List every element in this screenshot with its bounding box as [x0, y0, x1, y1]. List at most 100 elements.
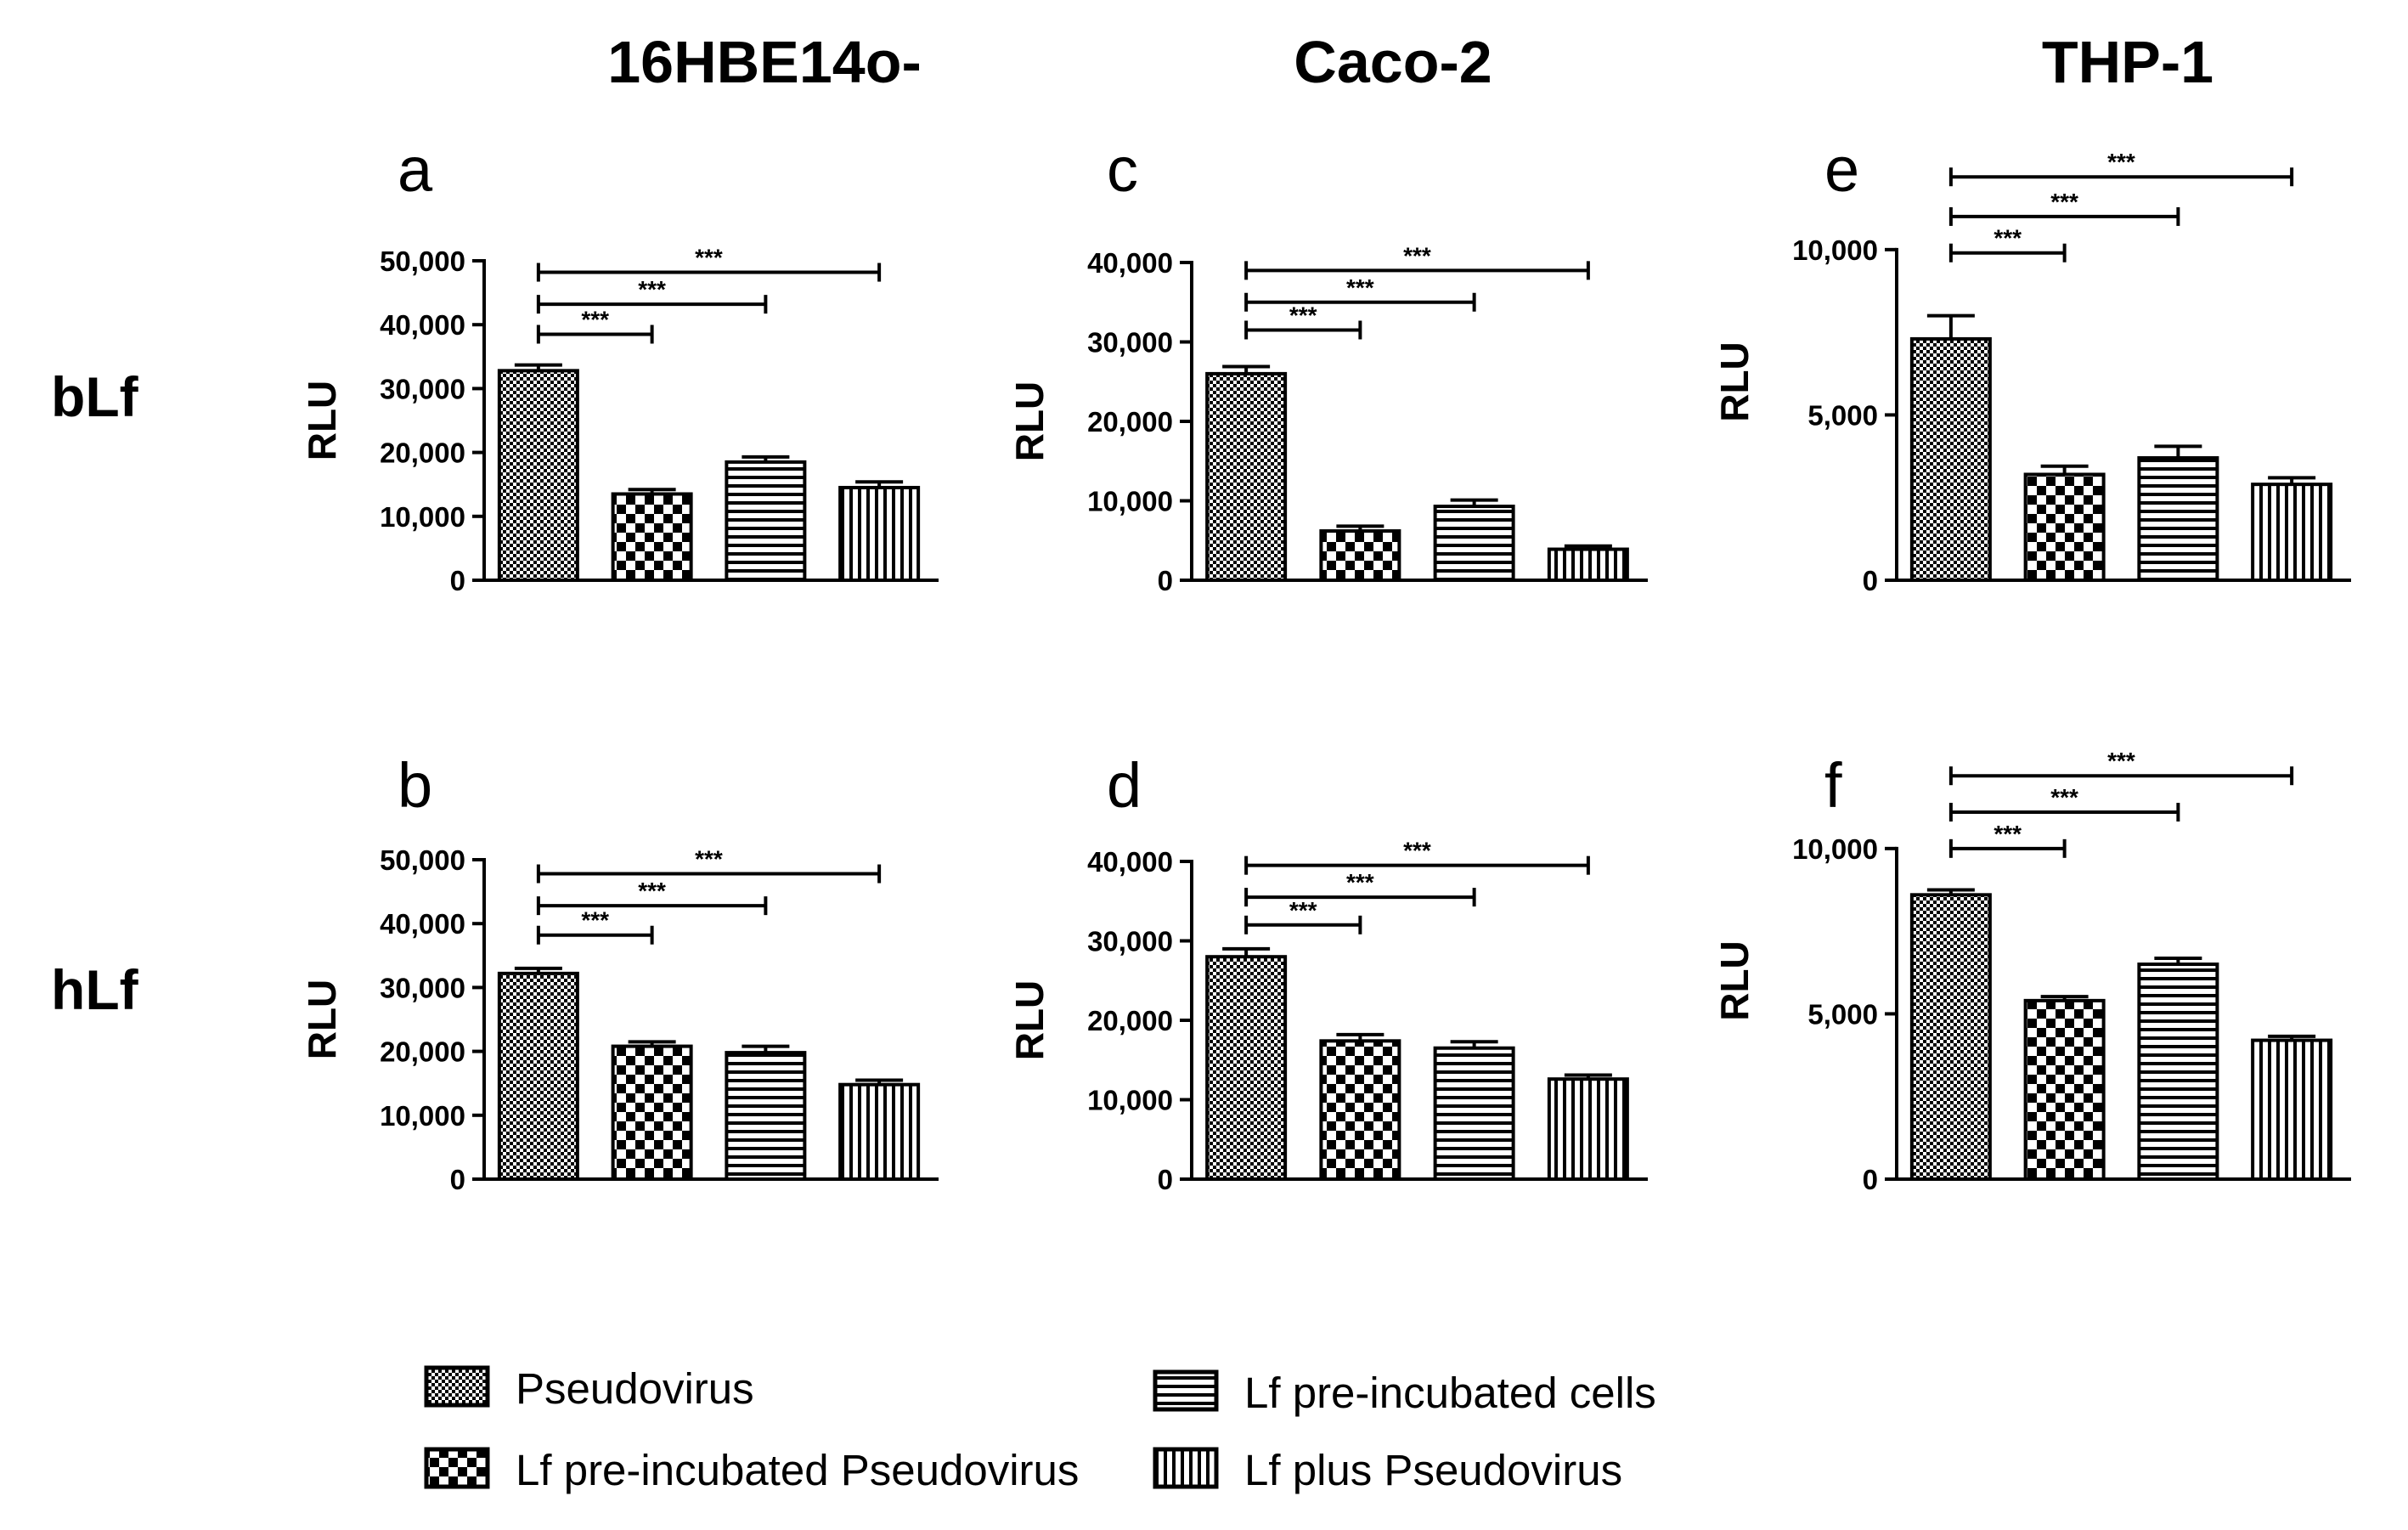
- bar-lf-pre-incubated-pseudovirus: [1319, 529, 1401, 583]
- y-tick-label: 40,000: [380, 908, 465, 940]
- legend: Pseudovirus Lf pre-incubated Pseudovirus…: [424, 1364, 1656, 1494]
- panel-letter-e: e: [1824, 134, 1859, 205]
- bar-lf-pre-incubated-cells: [725, 460, 807, 582]
- y-axis-label: RLU: [300, 980, 344, 1060]
- y-axis-label: RLU: [1712, 342, 1757, 422]
- panel-letter-f: f: [1824, 750, 1842, 821]
- bar-pseudovirus: [497, 369, 579, 582]
- significance-label: ***: [695, 245, 723, 271]
- significance-label: ***: [581, 306, 609, 332]
- chart-panel-a: a 0 10,000 20,000 30,000 40,000 50,000 RLU *** **…: [300, 134, 939, 596]
- y-tick-label: 30,000: [380, 373, 465, 404]
- y-tick-label: 10,000: [1087, 1085, 1173, 1116]
- bar-lf-pre-incubated-pseudovirus: [611, 1044, 693, 1181]
- row-header-blf: bLf: [51, 365, 139, 428]
- legend-swatch-lf-pre-incubated-cells: [1153, 1369, 1219, 1412]
- y-tick-label: 40,000: [1087, 846, 1173, 878]
- y-tick-label: 20,000: [1087, 1005, 1173, 1036]
- y-tick-label: 20,000: [380, 438, 465, 469]
- column-header-caco2: Caco-2: [1294, 29, 1492, 95]
- legend-label-pseudovirus: Pseudovirus: [516, 1364, 754, 1413]
- bar-lf-pre-incubated-pseudovirus: [2023, 998, 2106, 1181]
- y-tick-label: 0: [450, 1164, 465, 1195]
- legend-label-lf-pre-incubated-pseudovirus: Lf pre-incubated Pseudovirus: [516, 1446, 1079, 1494]
- bar-pseudovirus: [1205, 955, 1288, 1181]
- y-tick-label: 10,000: [380, 1100, 465, 1132]
- bar-lf-plus-pseudovirus: [838, 485, 921, 583]
- y-tick-label: 30,000: [380, 972, 465, 1003]
- significance-label: ***: [1403, 242, 1431, 268]
- legend-swatch-lf-plus-pseudovirus: [1153, 1447, 1219, 1489]
- bar-lf-pre-incubated-pseudovirus: [1319, 1039, 1401, 1182]
- y-tick-label: 0: [1863, 565, 1878, 596]
- bar-lf-plus-pseudovirus: [2251, 483, 2333, 582]
- chart-panel-c: c 0 10,000 20,000 30,000 40,000 RLU *** *** ***: [1007, 134, 1648, 596]
- chart-panel-f: f 0 5,000 10,000 RLU *** *** ***: [1712, 748, 2351, 1195]
- legend-label-lf-plus-pseudovirus: Lf plus Pseudovirus: [1244, 1446, 1622, 1494]
- y-axis-label: RLU: [1712, 940, 1757, 1021]
- bar-pseudovirus: [1909, 336, 1992, 582]
- panel-letter-c: c: [1107, 134, 1138, 205]
- column-header-16hbe14o: 16HBE14o-: [607, 29, 922, 95]
- y-axis-label: RLU: [300, 381, 344, 461]
- bar-pseudovirus: [1205, 371, 1288, 582]
- significance-label: ***: [1346, 869, 1374, 895]
- bar-lf-pre-incubated-cells: [2137, 963, 2219, 1181]
- y-tick-label: 40,000: [1087, 247, 1173, 279]
- y-axis-label: RLU: [1007, 381, 1052, 462]
- significance-label: ***: [1289, 897, 1317, 923]
- bar-lf-pre-incubated-cells: [1433, 1046, 1515, 1181]
- chart-panel-d: d 0 10,000 20,000 30,000 40,000 RLU *** *** ***: [1007, 750, 1648, 1195]
- y-tick-label: 0: [1158, 565, 1173, 596]
- bar-lf-plus-pseudovirus: [2251, 1038, 2333, 1182]
- significance-label: ***: [1346, 274, 1374, 301]
- y-tick-label: 20,000: [1087, 406, 1173, 438]
- panel-letter-d: d: [1107, 750, 1142, 821]
- significance-label: ***: [638, 276, 666, 302]
- y-tick-label: 0: [1863, 1164, 1878, 1195]
- bar-lf-pre-incubated-pseudovirus: [2023, 472, 2106, 583]
- significance-label: ***: [581, 907, 609, 934]
- panel-letter-b: b: [398, 750, 432, 821]
- significance-label: ***: [1403, 838, 1431, 864]
- bar-lf-pre-incubated-cells: [725, 1051, 807, 1181]
- significance-label: ***: [2050, 189, 2078, 215]
- y-axis-label: RLU: [1007, 980, 1052, 1061]
- bar-pseudovirus: [497, 971, 579, 1181]
- chart-panel-e: e 0 5,000 10,000 RLU *** *** ***: [1712, 134, 2351, 596]
- legend-swatch-pseudovirus: [424, 1365, 490, 1408]
- y-tick-label: 10,000: [1792, 234, 1878, 266]
- bar-lf-pre-incubated-cells: [1433, 505, 1515, 582]
- y-tick-label: 10,000: [380, 501, 465, 533]
- significance-label: ***: [2107, 748, 2135, 774]
- legend-swatch-lf-pre-incubated-pseudovirus: [424, 1447, 490, 1489]
- significance-label: ***: [2050, 784, 2078, 810]
- y-tick-label: 0: [1158, 1164, 1173, 1195]
- panel-letter-a: a: [398, 134, 433, 205]
- bar-lf-pre-incubated-pseudovirus: [611, 492, 693, 582]
- significance-label: ***: [1994, 821, 2022, 847]
- bar-pseudovirus: [1909, 893, 1992, 1181]
- significance-label: ***: [638, 878, 666, 904]
- significance-label: ***: [1289, 302, 1317, 328]
- y-tick-label: 50,000: [380, 844, 465, 876]
- y-tick-label: 40,000: [380, 309, 465, 341]
- y-tick-label: 10,000: [1792, 833, 1878, 865]
- row-header-hlf: hLf: [51, 958, 139, 1021]
- y-tick-label: 30,000: [1087, 926, 1173, 957]
- y-tick-label: 5,000: [1807, 399, 1878, 431]
- significance-label: ***: [2107, 149, 2135, 175]
- y-tick-label: 5,000: [1807, 998, 1878, 1030]
- bar-lf-plus-pseudovirus: [1547, 1077, 1629, 1181]
- y-tick-label: 0: [450, 565, 465, 596]
- bar-lf-plus-pseudovirus: [1547, 547, 1629, 582]
- y-tick-label: 50,000: [380, 246, 465, 277]
- legend-label-lf-pre-incubated-cells: Lf pre-incubated cells: [1244, 1369, 1656, 1417]
- y-tick-label: 10,000: [1087, 486, 1173, 517]
- bar-lf-pre-incubated-cells: [2137, 456, 2219, 583]
- y-tick-label: 20,000: [380, 1036, 465, 1068]
- y-tick-label: 30,000: [1087, 327, 1173, 359]
- significance-label: ***: [695, 846, 723, 872]
- significance-label: ***: [1994, 225, 2022, 251]
